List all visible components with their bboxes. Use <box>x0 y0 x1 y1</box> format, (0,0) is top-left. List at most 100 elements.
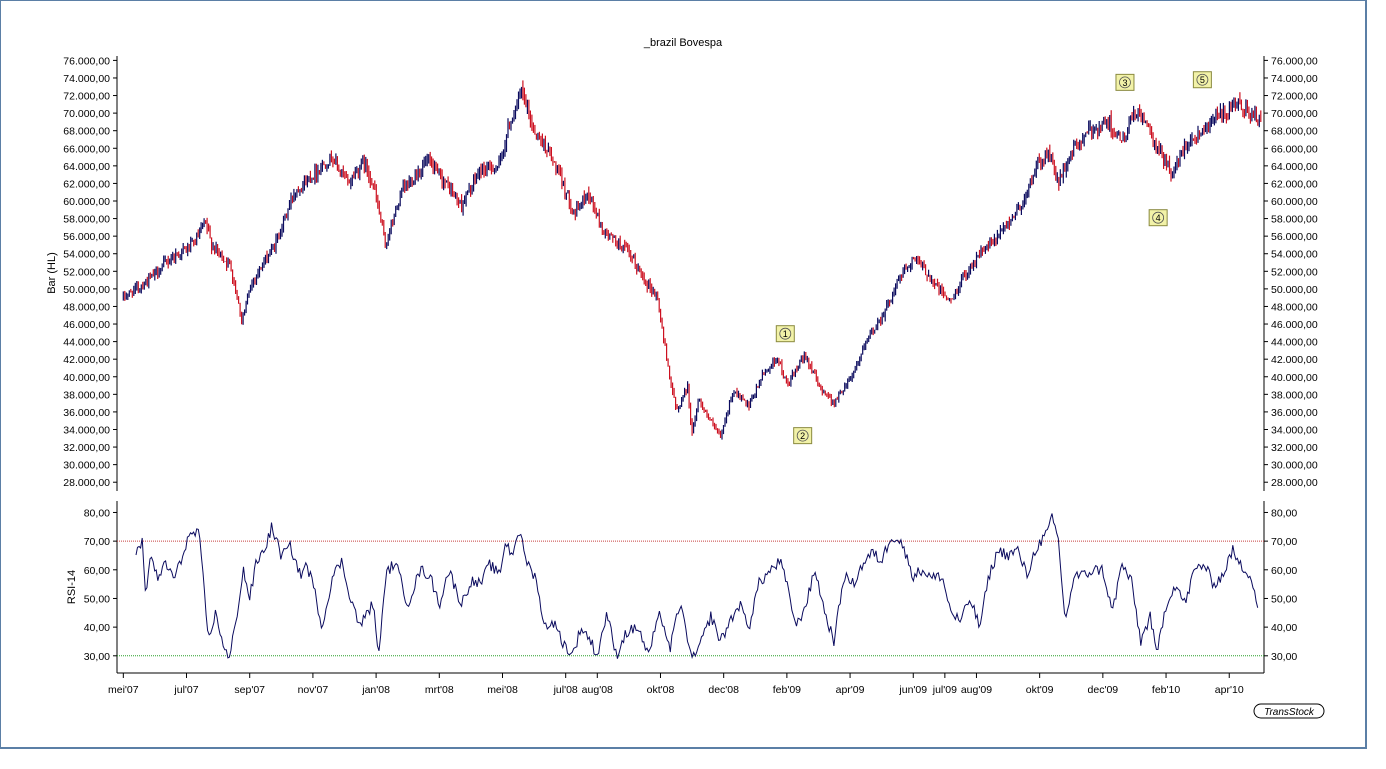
price-left-tick-label: 58.000,00 <box>63 214 110 226</box>
x-tick-label: mrt'08 <box>425 684 454 696</box>
price-right-tick-label: 74.000,00 <box>1271 73 1318 85</box>
rsi-series-line <box>135 513 1259 660</box>
x-tick-label: sep'07 <box>234 684 265 696</box>
wave-label-circle <box>796 429 809 442</box>
price-right-tick-label: 60.000,00 <box>1271 196 1318 208</box>
rsi-right-tick-label: 60,00 <box>1271 565 1297 577</box>
x-tick-label: jan'08 <box>361 684 390 696</box>
rsi-right-tick-label: 80,00 <box>1271 507 1297 519</box>
x-axis: mei'07 jul'07 sep'07 nov'07 jan'08 mrt'08 mei'… <box>108 672 1264 696</box>
price-right-tick-label: 46.000,00 <box>1271 319 1318 331</box>
rsi-right-ticks: 80,00 70,00 60,00 50,00 40,00 30,00 <box>1264 507 1297 663</box>
price-bars <box>122 80 1262 440</box>
wave-label-text: 2 <box>800 431 805 441</box>
price-left-tick-label: 32.000,00 <box>63 442 110 454</box>
price-right-tick-label: 38.000,00 <box>1271 389 1318 401</box>
price-right-tick-label: 54.000,00 <box>1271 249 1318 261</box>
price-left-ticks: 76.000,00 74.000,00 72.000,00 70.000,00 68.0… <box>63 55 117 489</box>
price-panel: 76.000,00 74.000,00 72.000,00 70.000,00 68.0… <box>46 55 1318 491</box>
rsi-y-axis-label: RSI-14 <box>66 570 78 604</box>
price-left-tick-label: 70.000,00 <box>63 108 110 120</box>
x-tick-label: nov'07 <box>298 684 329 696</box>
price-left-tick-label: 56.000,00 <box>63 231 110 243</box>
x-tick-label: apr'09 <box>836 684 865 696</box>
price-left-tick-label: 40.000,00 <box>63 372 110 384</box>
wave-label-box <box>1115 73 1135 91</box>
x-ticks: mei'07 jul'07 sep'07 nov'07 jan'08 mrt'08 mei'… <box>108 673 1244 696</box>
wave-label-5: 5 <box>1192 71 1212 89</box>
transstock-badge[interactable]: TransStock <box>1253 703 1325 719</box>
wave-label-2: 2 <box>793 427 813 445</box>
x-tick-label: jul'08 <box>553 684 578 696</box>
wave-label-box <box>793 427 813 445</box>
x-tick-label: aug'08 <box>582 684 613 696</box>
price-left-tick-label: 74.000,00 <box>63 73 110 85</box>
price-left-tick-label: 46.000,00 <box>63 319 110 331</box>
price-right-tick-label: 66.000,00 <box>1271 143 1318 155</box>
price-right-tick-label: 56.000,00 <box>1271 231 1318 243</box>
price-right-tick-label: 30.000,00 <box>1271 460 1318 472</box>
x-tick-label: feb'10 <box>1152 684 1180 696</box>
price-right-tick-label: 50.000,00 <box>1271 284 1318 296</box>
price-left-tick-label: 48.000,00 <box>63 301 110 313</box>
wave-label-text: 3 <box>1122 78 1127 88</box>
x-tick-label: mei'07 <box>108 684 139 696</box>
rsi-left-ticks: 80,00 70,00 60,00 50,00 40,00 30,00 <box>84 507 117 663</box>
rsi-left-tick-label: 40,00 <box>84 622 110 634</box>
x-tick-label: okt'08 <box>647 684 675 696</box>
price-right-tick-label: 44.000,00 <box>1271 337 1318 349</box>
wave-labels: 1 2 3 4 5 <box>775 71 1212 445</box>
chart-svg: _brazil Bovespa 76.000,00 74.000,00 72.000… <box>46 37 1325 719</box>
chart-title: _brazil Bovespa <box>643 37 723 49</box>
rsi-panel: 80,00 70,00 60,00 50,00 40,00 30,00 80,00 70,0… <box>66 501 1297 673</box>
price-right-ticks: 76.000,00 74.000,00 72.000,00 70.000,00 68.0… <box>1264 55 1318 489</box>
wave-label-circle <box>779 327 792 340</box>
price-right-tick-label: 64.000,00 <box>1271 161 1318 173</box>
price-left-tick-label: 68.000,00 <box>63 126 110 138</box>
price-right-tick-label: 76.000,00 <box>1271 55 1318 67</box>
price-right-tick-label: 32.000,00 <box>1271 442 1318 454</box>
price-right-tick-label: 72.000,00 <box>1271 91 1318 103</box>
price-left-tick-label: 60.000,00 <box>63 196 110 208</box>
rsi-left-tick-label: 80,00 <box>84 507 110 519</box>
rsi-right-tick-label: 70,00 <box>1271 536 1297 548</box>
rsi-left-tick-label: 50,00 <box>84 593 110 605</box>
price-left-tick-label: 44.000,00 <box>63 337 110 349</box>
x-tick-label: okt'09 <box>1026 684 1054 696</box>
price-left-tick-label: 76.000,00 <box>63 55 110 67</box>
wave-label-box <box>775 325 795 343</box>
price-right-tick-label: 28.000,00 <box>1271 477 1318 489</box>
rsi-right-tick-label: 40,00 <box>1271 622 1297 634</box>
price-right-tick-label: 70.000,00 <box>1271 108 1318 120</box>
x-tick-label: jul'07 <box>173 684 198 696</box>
wave-label-circle <box>1196 73 1209 86</box>
price-left-tick-label: 42.000,00 <box>63 354 110 366</box>
rsi-right-tick-label: 50,00 <box>1271 593 1297 605</box>
x-tick-label: dec'08 <box>708 684 739 696</box>
price-right-tick-label: 68.000,00 <box>1271 126 1318 138</box>
rsi-right-tick-label: 30,00 <box>1271 651 1297 663</box>
price-left-tick-label: 50.000,00 <box>63 284 110 296</box>
x-tick-label: mei'08 <box>487 684 518 696</box>
price-left-tick-label: 72.000,00 <box>63 91 110 103</box>
price-left-tick-label: 28.000,00 <box>63 477 110 489</box>
x-tick-label: jul'09 <box>932 684 957 696</box>
price-right-tick-label: 58.000,00 <box>1271 214 1318 226</box>
price-right-tick-label: 52.000,00 <box>1271 266 1318 278</box>
price-left-tick-label: 52.000,00 <box>63 266 110 278</box>
price-right-tick-label: 42.000,00 <box>1271 354 1318 366</box>
x-tick-label: feb'09 <box>773 684 801 696</box>
price-left-tick-label: 54.000,00 <box>63 249 110 261</box>
wave-label-text: 1 <box>783 329 788 339</box>
wave-label-box <box>1148 209 1168 227</box>
rsi-left-tick-label: 30,00 <box>84 651 110 663</box>
price-left-tick-label: 66.000,00 <box>63 143 110 155</box>
price-right-tick-label: 48.000,00 <box>1271 301 1318 313</box>
rsi-left-tick-label: 60,00 <box>84 565 110 577</box>
price-right-tick-label: 34.000,00 <box>1271 424 1318 436</box>
price-y-axis-label: Bar (HL) <box>46 252 58 294</box>
x-tick-label: aug'09 <box>961 684 992 696</box>
wave-label-text: 4 <box>1156 213 1161 223</box>
price-left-tick-label: 34.000,00 <box>63 424 110 436</box>
x-tick-label: apr'10 <box>1215 684 1244 696</box>
